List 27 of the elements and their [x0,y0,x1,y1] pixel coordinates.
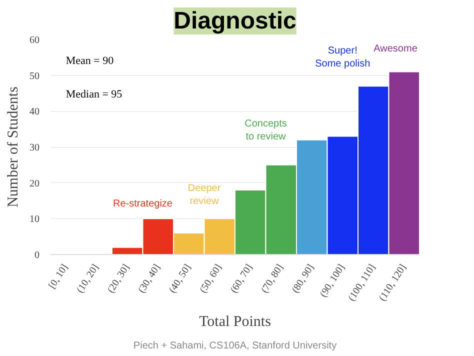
x-tick-label: (80, 90] [290,262,317,296]
x-tick-label: (40, 50] [167,262,194,296]
annotation: Super! Some polish [315,45,370,70]
y-tick-label: 10 [30,214,40,226]
x-tick-label: (70, 80] [259,262,286,296]
x-tick-label: (60, 70] [228,262,256,296]
y-tick-label: 0 [34,250,40,261]
y-tick-label: 60 [30,35,40,46]
text: Piech + Sahami, CS106A, Stanford University [133,340,337,352]
annotation: Deeper review [188,183,222,208]
annotation: Median = 95 [66,88,123,100]
chart-title: Diagnostic [174,8,296,34]
x-tick-label: (30, 40] [136,262,163,296]
x-tick-label: (20, 30] [106,262,132,296]
x-axis-title: Total Points [199,314,272,330]
annotation: Awesome [374,44,418,55]
y-tick-label: 30 [30,142,40,154]
y-tick-label: 40 [30,106,40,118]
y-axis-title: Number of Students [6,86,22,208]
annotation: Concepts to review [244,118,287,143]
annotation: Re-strategize [113,198,173,210]
y-tick-label: 20 [30,178,40,190]
y-tick-label: 50 [30,70,40,82]
x-tick-label: (50, 60] [198,262,224,296]
x-tick-label: (10, 20] [74,262,102,296]
annotation: Mean = 90 [66,55,114,67]
x-tick-label: [0, 10] [46,262,71,291]
